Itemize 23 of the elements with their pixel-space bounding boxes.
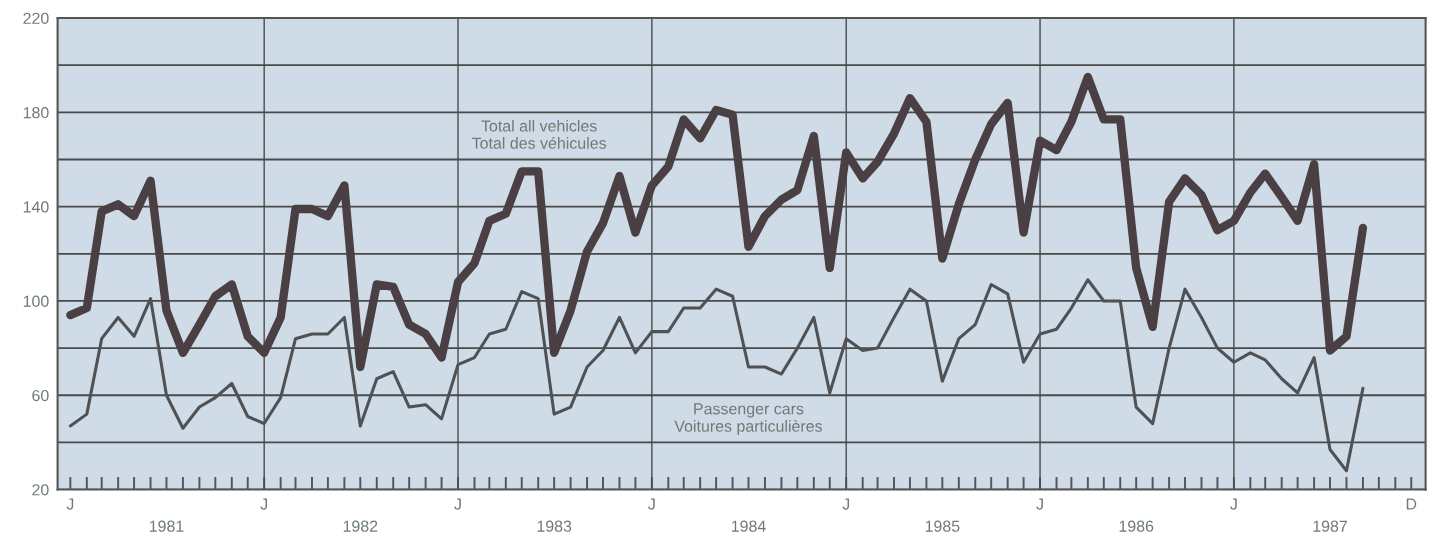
- x-tick-label: 1983: [537, 520, 572, 532]
- y-tick-label: 20: [32, 484, 49, 496]
- y-tick-label: 180: [23, 106, 49, 119]
- x-tick-label: 1985: [925, 520, 960, 532]
- text: J: [454, 498, 461, 510]
- text: J: [1036, 498, 1043, 510]
- text: J: [648, 498, 655, 510]
- series-label: Passenger cars Voitures particulières: [674, 403, 822, 435]
- x-tick-label: 1984: [731, 520, 766, 532]
- y-tick-label: 100: [23, 295, 49, 307]
- y-tick-label: 60: [32, 389, 49, 402]
- x-tick-label: 1986: [1119, 520, 1154, 532]
- text: J: [842, 498, 850, 510]
- text: J: [260, 498, 267, 510]
- series-label: Total all vehicles Total des véhicules: [472, 119, 607, 149]
- x-tick-label: 1981: [149, 520, 184, 532]
- text: J: [1230, 498, 1237, 510]
- x-tick-label: 1982: [343, 520, 378, 532]
- text: D: [1406, 498, 1417, 510]
- text: J: [66, 498, 74, 510]
- y-tick-label: 140: [23, 201, 49, 213]
- y-tick-label: 220: [23, 12, 49, 24]
- x-tick-label: 1987: [1313, 520, 1347, 532]
